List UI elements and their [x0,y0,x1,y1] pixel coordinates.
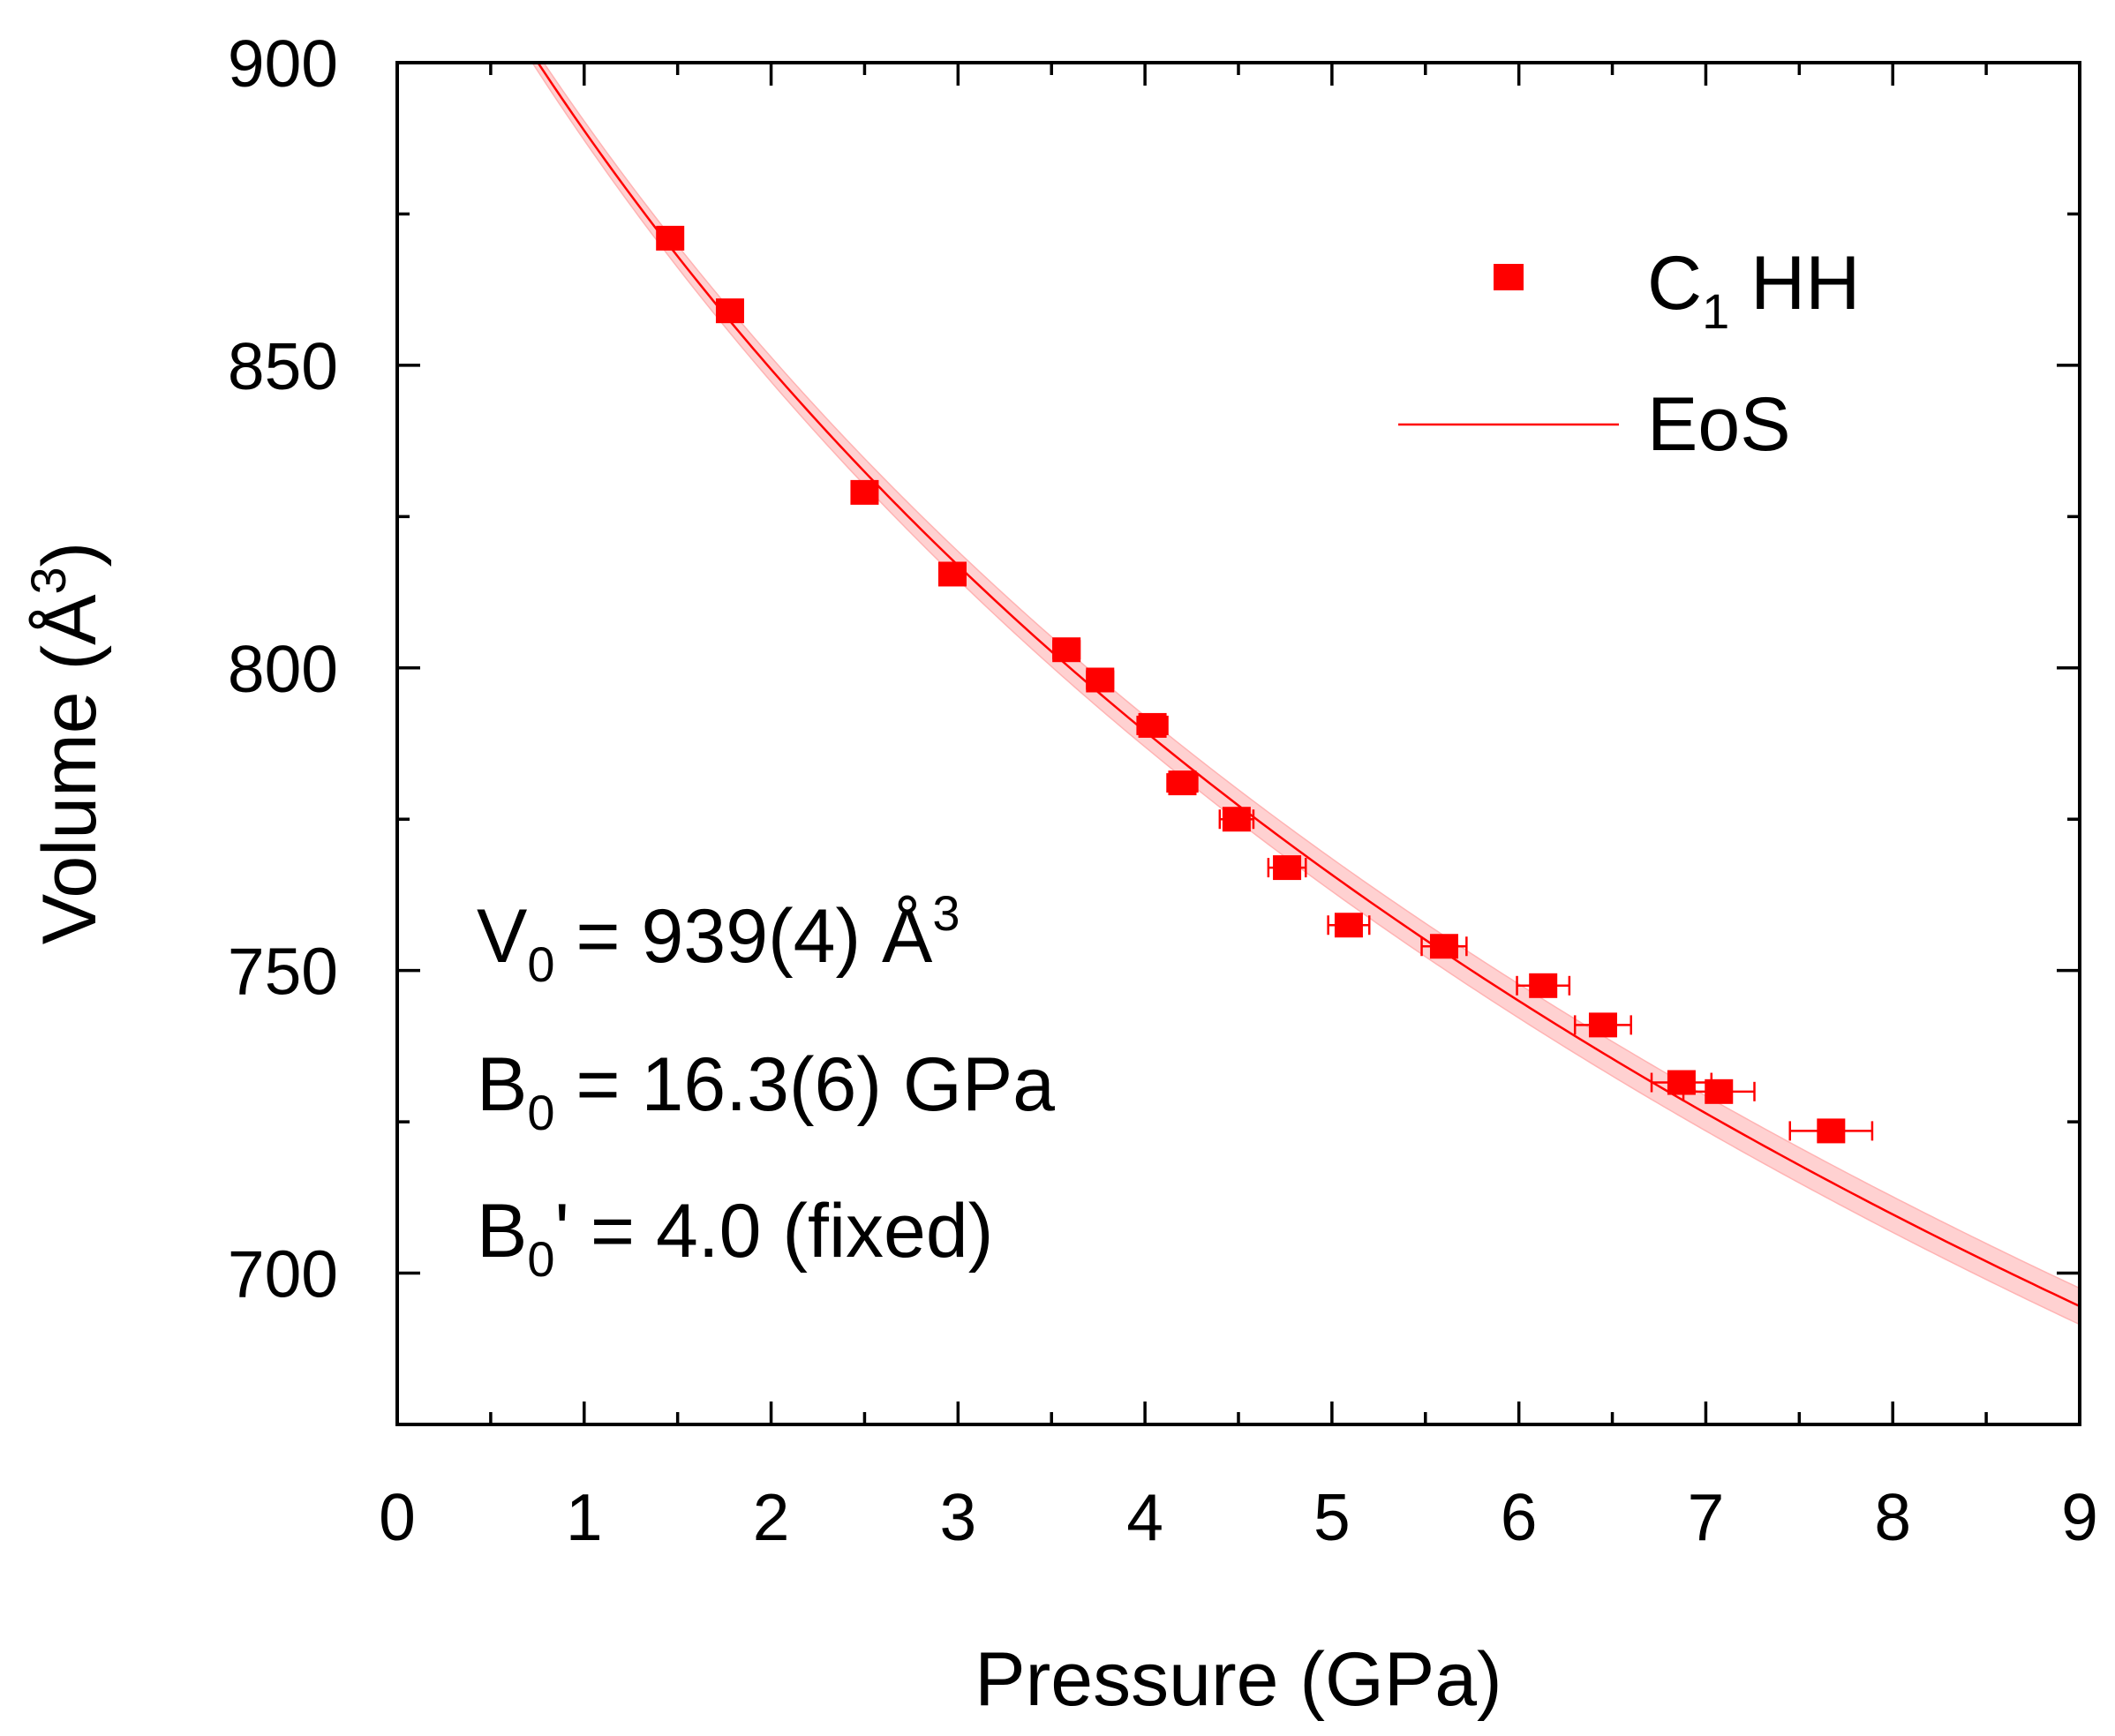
x-tick-label: 8 [1874,1480,1911,1554]
annotation-b0-rest: = 16.3(6) GPa [555,1042,1056,1127]
eos-confidence-band [531,63,2080,1326]
y-axis-title-close: ) [27,542,112,567]
x-tick-label: 6 [1501,1480,1538,1554]
y-tick-label: 900 [228,26,338,101]
annotation-b0p-rest: ' = 4.0 (fixed) [555,1189,994,1274]
annotation-b0: B0 = 16.3(6) GPa [477,1042,1055,1140]
fit-parameters: V0 = 939(4) Å3 B0 = 16.3(6) GPa B0' = 4.… [477,885,1055,1287]
data-point-marker [1529,973,1558,998]
x-tick-label: 2 [753,1480,790,1554]
data-point [1420,934,1468,959]
data-point [1136,712,1169,738]
data-point [1327,913,1371,938]
x-tick-label: 5 [1313,1480,1351,1554]
y-tick-label: 800 [228,632,338,706]
data-point [937,561,967,587]
annotation-b0-sub: 0 [527,1085,554,1140]
x-tick-label: 4 [1126,1480,1163,1554]
data-point-marker [1086,667,1115,693]
data-point-marker [1705,1078,1734,1104]
data-point-marker [937,561,967,587]
data-point-marker [715,298,744,324]
legend-label-rest: HH [1729,241,1860,326]
y-axis-title-main: Volume (Å [27,594,112,944]
y-tick-label: 850 [228,329,338,403]
data-point [656,225,685,251]
x-tick-label: 3 [939,1480,976,1554]
annotation-b0-prime: B0' = 4.0 (fixed) [477,1189,993,1287]
annotation-v0-sub: 0 [527,936,554,992]
y-tick-label: 750 [228,935,338,1009]
annotation-v0-rest: = 939(4) Å [555,894,933,979]
data-point [1267,855,1307,881]
annotation-v0-sup: 3 [932,885,960,941]
data-point [1166,770,1199,796]
data-point [1086,667,1115,693]
legend-label-c1-hh: C1 HH [1647,241,1860,339]
annotation-v0-main: V [477,894,527,979]
annotation-v0: V0 = 939(4) Å3 [477,885,960,992]
eos-confidence-band-area [531,63,2080,1326]
data-point-marker [1168,770,1197,796]
plot-frame [395,61,2081,1426]
eos-curve-group [536,63,2080,1308]
data-point-marker [1588,1012,1617,1038]
annotation-b0p-sub: 0 [527,1231,554,1287]
y-axis-title: Volume (Å3) [20,542,112,945]
data-point [1218,807,1255,832]
eos-curve [536,63,2080,1308]
legend-label-eos: EoS [1647,382,1791,467]
x-axis-title: Pressure (GPa) [975,1637,1502,1722]
data-point [715,298,744,324]
data-point-marker [1222,807,1251,832]
data-point [1573,1012,1632,1038]
x-tick-label: 7 [1688,1480,1725,1554]
data-point-marker [1817,1118,1846,1144]
data-point [1682,1078,1756,1104]
data-point-marker [1138,712,1167,738]
x-tick-label: 9 [2061,1480,2098,1554]
y-axis-title-sup: 3 [20,567,76,594]
data-point [1788,1118,1874,1144]
data-point-marker [656,225,685,251]
data-point-marker [1273,855,1302,881]
legend: C1 HH EoS [1398,241,1860,467]
data-point-marker [1429,934,1458,959]
legend-marker-square [1494,264,1524,290]
data-point-marker [850,479,879,505]
annotation-b0-main: B [477,1042,527,1127]
axis-ticks-group [395,61,2081,1426]
legend-label-sub: 1 [1702,283,1729,339]
data-point [850,479,879,505]
data-point-marker [1052,637,1081,663]
x-tick-label: 0 [379,1480,416,1554]
tick-labels-group: 0 1 2 3 4 5 6 7 8 9 700 750 800 850 900 [228,26,2098,1554]
data-points-group [656,225,1874,1144]
annotation-b0p-main: B [477,1189,527,1274]
y-tick-label: 700 [228,1237,338,1311]
legend-label-main: C [1647,241,1702,326]
data-point [1052,637,1081,663]
data-point [1516,973,1571,998]
data-point-marker [1334,913,1363,938]
x-tick-label: 1 [566,1480,603,1554]
